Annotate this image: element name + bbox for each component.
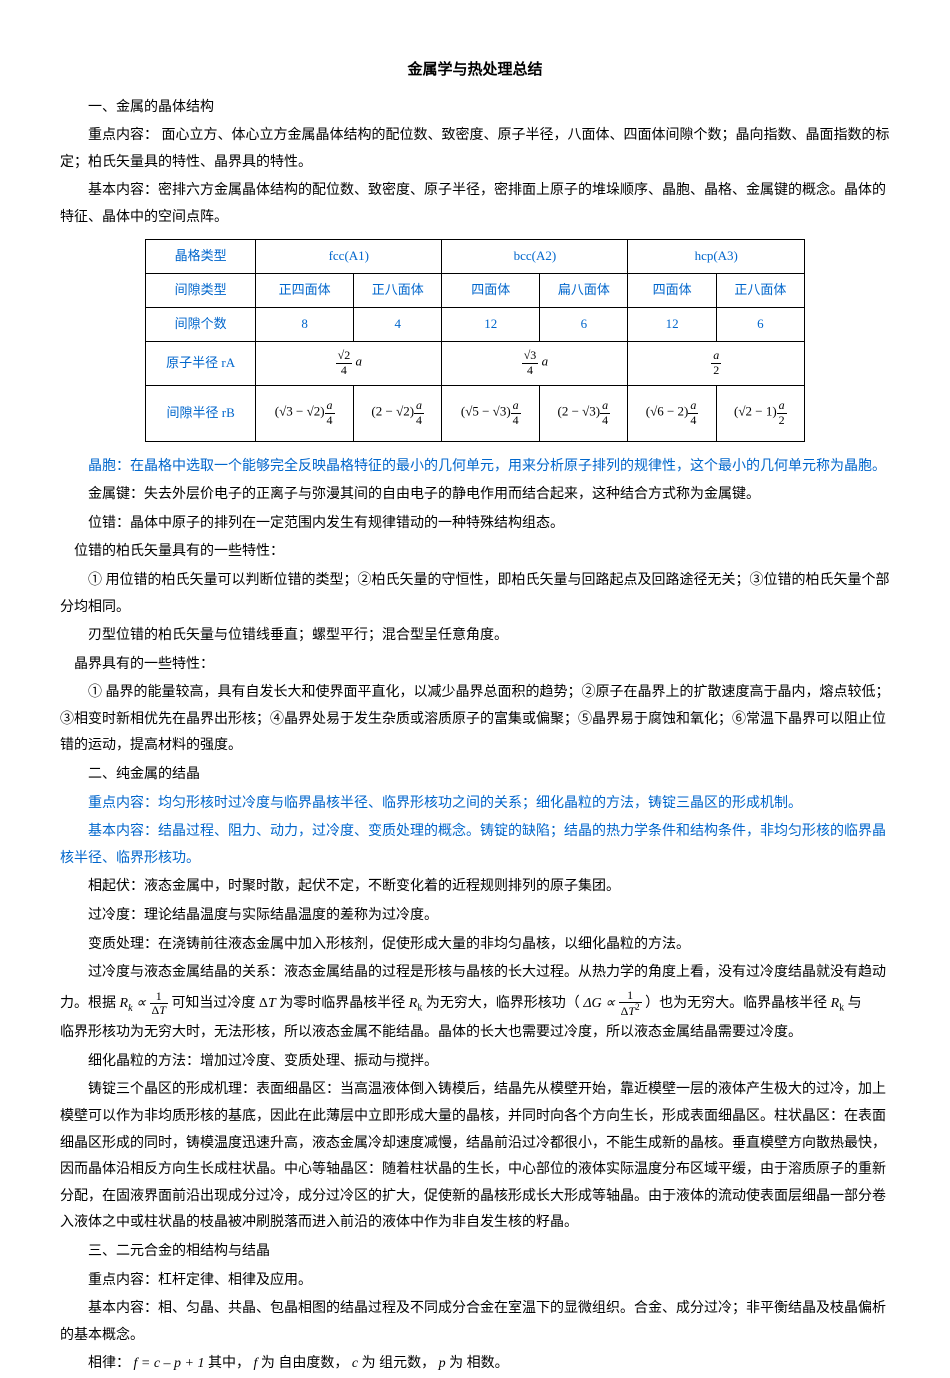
table-cell: 6 xyxy=(540,307,628,341)
s2-p6b-2: 可知当过冷度 Δ xyxy=(171,996,268,1011)
table-cell: (2 − √3)a4 xyxy=(540,385,628,441)
table-cell: 间隙类型 xyxy=(146,274,256,308)
p-gb-h: 晶界具有的一些特性： xyxy=(60,652,890,679)
s2-p6a: 过冷度与液态金属结晶的关系：液态金属结晶的过程是形核与晶核的长大过程。从热力学的… xyxy=(60,960,890,987)
table-cell: (√5 − √3)a4 xyxy=(442,385,540,441)
table-cell: 6 xyxy=(716,307,804,341)
table-cell: 8 xyxy=(256,307,354,341)
atom-radius-label: 原子半径 rA xyxy=(166,355,235,370)
s2-p1: 重点内容：均匀形核时过冷度与临界晶核半径、临界形核功之间的关系；细化晶粒的方法，… xyxy=(60,791,890,818)
s2-p6b-5: ）也为无穷大。临界晶核半径 xyxy=(645,996,831,1011)
c-var: c xyxy=(352,1356,358,1371)
p-bond: 金属键：失去外层价电子的正离子与弥漫其间的自由电子的静电作用而结合起来，这种结合… xyxy=(60,482,890,509)
table-cell: 原子半径 rA xyxy=(146,341,256,385)
table-cell: 正八面体 xyxy=(354,274,442,308)
s2-p6b-6: 与 xyxy=(848,996,862,1011)
table-cell: 正四面体 xyxy=(256,274,354,308)
s1-p1: 重点内容： 面心立方、体心立方金属晶体结构的配位数、致密度、原子半径，八面体、四… xyxy=(60,123,890,176)
s2-p6b-4: 为无穷大，临界形核功（ xyxy=(426,996,584,1011)
s3-p3d: 为 组元数， xyxy=(362,1356,436,1371)
table-cell: 四面体 xyxy=(628,274,716,308)
table-cell: a2 xyxy=(628,341,805,385)
table-cell: 间隙半径 rB xyxy=(146,385,256,441)
t-var: T xyxy=(268,996,276,1011)
phase-formula: f = c – p + 1 xyxy=(134,1356,205,1371)
rk: R xyxy=(120,996,129,1011)
table-cell: bcc(A2) xyxy=(442,240,628,274)
table-cell: (√6 − 2)a4 xyxy=(628,385,716,441)
s2-p6c: 临界形核功为无穷大时，无法形核，所以液态金属不能结晶。晶体的长大也需要过冷度，所… xyxy=(60,1020,890,1047)
table-cell: 12 xyxy=(442,307,540,341)
table-cell: √34 a xyxy=(442,341,628,385)
s2-p6b-3: 为零时临界晶核半径 xyxy=(279,996,409,1011)
table-cell: 间隙个数 xyxy=(146,307,256,341)
table-cell: 晶格类型 xyxy=(146,240,256,274)
s3-p1: 重点内容：杠杆定律、相律及应用。 xyxy=(60,1268,890,1295)
s2-p6b: 力。根据 Rk ∝ 1ΔT 可知当过冷度 ΔT 为零时临界晶核半径 Rk 为无穷… xyxy=(60,989,890,1018)
section-3-heading: 三、二元合金的相结构与结晶 xyxy=(60,1239,890,1266)
s3-p3: 相律： f = c – p + 1 其中， f 为 自由度数， c 为 组元数，… xyxy=(60,1351,890,1378)
s3-p3c: 为 自由度数， xyxy=(261,1356,349,1371)
p-burgers-2: 刃型位错的柏氏矢量与位错线垂直；螺型平行；混合型呈任意角度。 xyxy=(60,623,890,650)
table-cell: (√2 − 1)a2 xyxy=(716,385,804,441)
page-title: 金属学与热处理总结 xyxy=(60,56,890,85)
interstice-radius-label: 间隙半径 rB xyxy=(166,405,234,420)
table-cell: 12 xyxy=(628,307,716,341)
table-cell: 四面体 xyxy=(442,274,540,308)
table-cell: fcc(A1) xyxy=(256,240,442,274)
s2-p8: 铸锭三个晶区的形成机理：表面细晶区：当高温液体倒入铸模后，结晶先从模壁开始，靠近… xyxy=(60,1077,890,1237)
table-cell: (√3 − √2)a4 xyxy=(256,385,354,441)
p-var: p xyxy=(439,1356,446,1371)
crystal-table: 晶格类型 fcc(A1) bcc(A2) hcp(A3) 间隙类型 正四面体 正… xyxy=(145,239,805,441)
p-cell: 晶胞：在晶格中选取一个能够完全反映晶格特征的最小的几何单元，用来分析原子排列的规… xyxy=(60,454,890,481)
s2-p3: 相起伏：液态金属中，时聚时散，起伏不定，不断变化着的近程规则排列的原子集团。 xyxy=(60,874,890,901)
table-cell: √24 a xyxy=(256,341,442,385)
f-var: f xyxy=(254,1356,258,1371)
s3-p2: 基本内容：相、匀晶、共晶、包晶相图的结晶过程及不同成分合金在室温下的显微组织。合… xyxy=(60,1296,890,1349)
s3-p3a: 相律： xyxy=(88,1356,130,1371)
s2-p2: 基本内容：结晶过程、阻力、动力，过冷度、变质处理的概念。铸锭的缺陷；结晶的热力学… xyxy=(60,819,890,872)
s2-p6b-1: 力。根据 xyxy=(60,996,120,1011)
s2-p7: 细化晶粒的方法：增加过冷度、变质处理、振动与搅拌。 xyxy=(60,1049,890,1076)
p-dislocation: 位错：晶体中原子的排列在一定范围内发生有规律错动的一种特殊结构组态。 xyxy=(60,511,890,538)
p-burgers-1: ① 用位错的柏氏矢量可以判断位错的类型；②柏氏矢量的守恒性，即柏氏矢量与回路起点… xyxy=(60,568,890,621)
table-cell: 4 xyxy=(354,307,442,341)
p-gb-1: ① 晶界的能量较高，具有自发长大和使界面平直化，以减少晶界总面积的趋势；②原子在… xyxy=(60,680,890,760)
table-cell: 正八面体 xyxy=(716,274,804,308)
s2-p5: 变质处理：在浇铸前往液态金属中加入形核剂，促使形成大量的非均匀晶核，以细化晶粒的… xyxy=(60,932,890,959)
s3-p3e: 为 相数。 xyxy=(449,1356,509,1371)
table-cell: (2 − √2)a4 xyxy=(354,385,442,441)
section-1-heading: 一、金属的晶体结构 xyxy=(60,95,890,122)
table-cell: hcp(A3) xyxy=(628,240,805,274)
rk-sub: k xyxy=(128,1003,132,1014)
s2-p4: 过冷度：理论结晶温度与实际结晶温度的差称为过冷度。 xyxy=(60,903,890,930)
s3-p3b: 其中， xyxy=(208,1356,250,1371)
table-cell: 扁八面体 xyxy=(540,274,628,308)
s1-p2: 基本内容：密排六方金属晶体结构的配位数、致密度、原子半径，密排面上原子的堆垛顺序… xyxy=(60,178,890,231)
section-2-heading: 二、纯金属的结晶 xyxy=(60,762,890,789)
p-burgers-h: 位错的柏氏矢量具有的一些特性： xyxy=(60,539,890,566)
